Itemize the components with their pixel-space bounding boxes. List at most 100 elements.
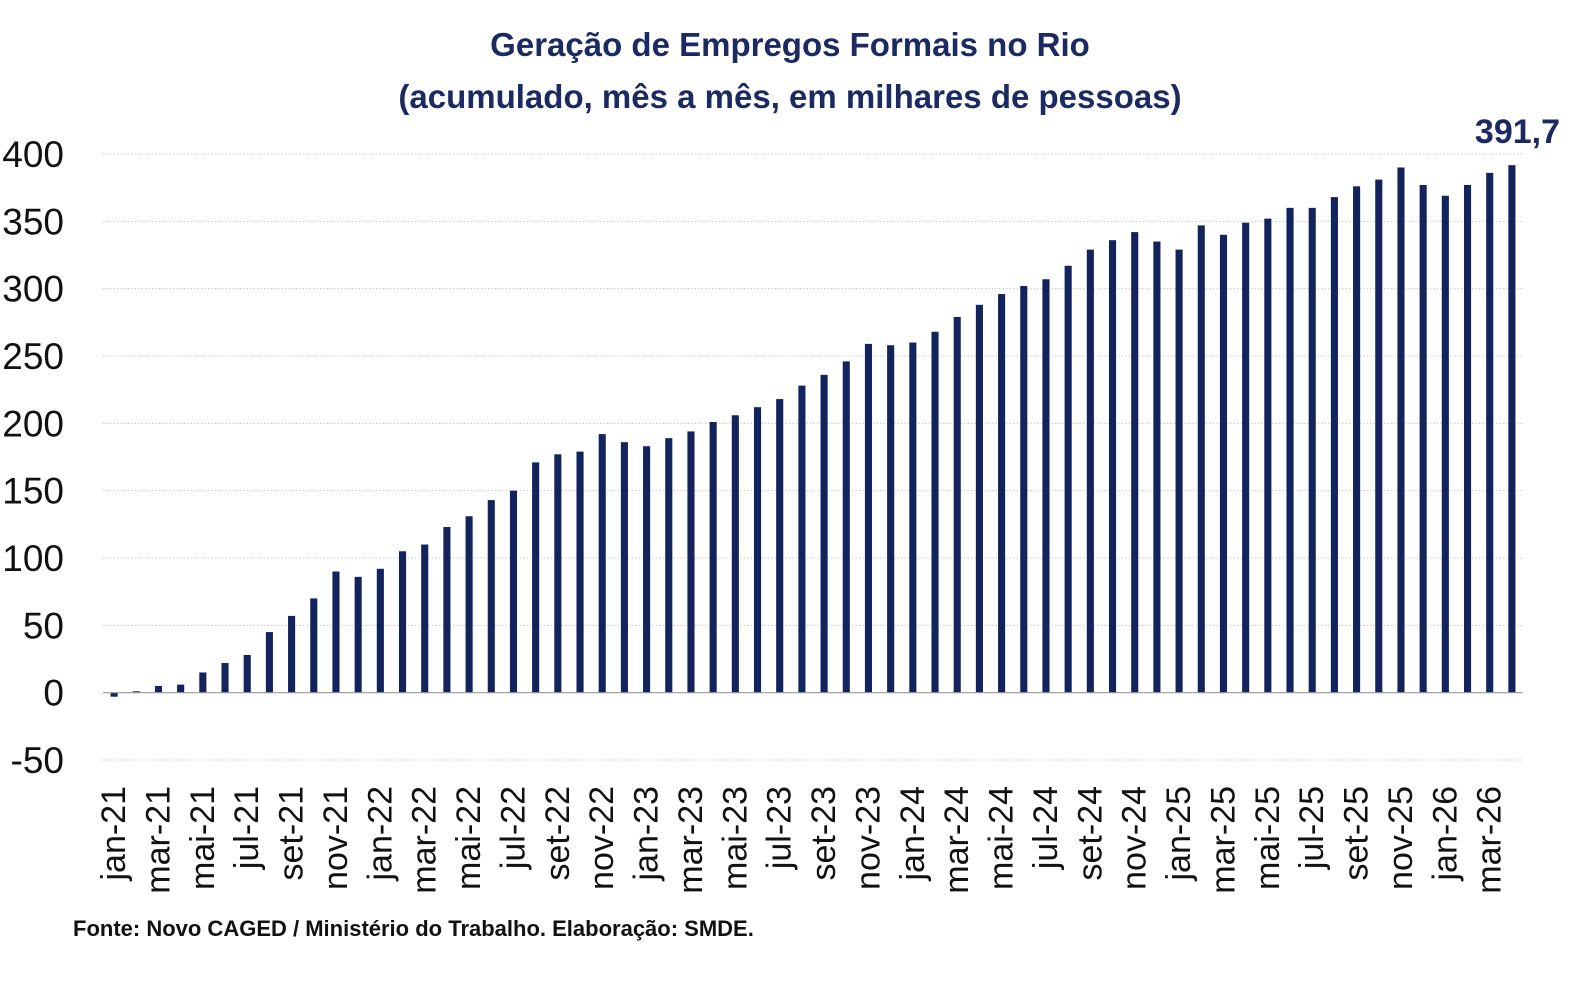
x-tick-label: mai-22 [450, 786, 488, 890]
chart-title: Geração de Empregos Formais no Rio [490, 26, 1090, 63]
bar [1397, 167, 1405, 693]
bar [376, 568, 384, 693]
bar [1020, 285, 1028, 693]
x-tick-label: nov-25 [1382, 786, 1420, 890]
x-tick-label: mar-21 [139, 786, 177, 894]
bar [1264, 218, 1272, 693]
bar [931, 331, 939, 693]
bar [554, 454, 562, 693]
bar [1375, 179, 1383, 693]
bar [887, 345, 895, 693]
x-tick-label: mar-23 [672, 786, 710, 894]
x-tick-label: mai-21 [184, 786, 222, 890]
bar [620, 442, 628, 693]
bar [1064, 265, 1072, 693]
bar [443, 527, 451, 693]
bar [709, 421, 717, 693]
bar [1131, 232, 1139, 693]
x-tick-label: nov-21 [317, 786, 355, 890]
y-tick-label: 150 [2, 471, 64, 512]
x-tick-label: mar-26 [1471, 786, 1509, 894]
x-tick-label: jan-22 [361, 786, 399, 882]
x-tick-label: jul-25 [1293, 786, 1331, 870]
chart-subtitle: (acumulado, mês a mês, em milhares de pe… [398, 78, 1182, 115]
bar [1197, 225, 1205, 693]
x-tick-label: jan-24 [894, 786, 932, 882]
x-tick-label: jan-21 [95, 786, 133, 882]
bar [354, 576, 362, 693]
bar [776, 399, 784, 693]
bar [1219, 234, 1228, 693]
bar [665, 438, 673, 693]
bar [487, 500, 495, 693]
y-tick-label: 300 [2, 269, 64, 310]
bar [998, 294, 1006, 693]
bar [1330, 197, 1338, 693]
x-tick-label: jul-23 [761, 786, 799, 870]
bar [1086, 249, 1094, 693]
x-tick-label: nov-24 [1116, 786, 1154, 890]
bar [576, 451, 584, 693]
x-tick-label: jul-22 [494, 786, 532, 870]
x-tick-label: mai-23 [716, 786, 754, 890]
y-tick-label: 50 [23, 605, 64, 646]
bar [132, 691, 140, 693]
y-tick-label: 200 [2, 403, 64, 444]
x-tick-label: mai-24 [983, 786, 1021, 890]
bar [532, 462, 540, 693]
bar [1441, 195, 1449, 693]
bar [820, 374, 828, 693]
bar [598, 434, 606, 693]
gridlines [103, 153, 1523, 761]
bar [243, 654, 251, 693]
bar [687, 431, 695, 693]
bar [465, 516, 473, 693]
y-tick-label: 400 [2, 134, 64, 175]
bar [753, 407, 762, 693]
y-tick-label: -50 [11, 740, 64, 781]
bar [643, 446, 651, 693]
x-tick-label: nov-22 [583, 786, 621, 890]
bar [199, 672, 207, 693]
x-tick-label: nov-23 [849, 786, 887, 890]
x-tick-label: mar-25 [1204, 786, 1242, 894]
bar [421, 544, 429, 693]
bar [265, 632, 273, 693]
bar [398, 551, 407, 693]
x-tick-label: set-24 [1071, 786, 1109, 881]
bar [1042, 279, 1050, 693]
y-tick-label: 350 [2, 201, 64, 242]
x-tick-label: mar-24 [938, 786, 976, 894]
bar [1419, 184, 1427, 693]
bar [288, 615, 296, 693]
bar [731, 415, 739, 693]
bar [221, 663, 229, 693]
bar [798, 385, 806, 693]
x-tick-label: mai-25 [1249, 786, 1287, 890]
bar [1353, 186, 1361, 693]
source-note: Fonte: Novo CAGED / Ministério do Trabal… [73, 916, 754, 941]
y-tick-label: 0 [43, 673, 64, 714]
bar [1175, 249, 1183, 693]
x-tick-label: set-23 [805, 786, 843, 881]
y-axis-ticks: 400 350 300 250 200 150 100 50 0 -50 [2, 134, 64, 781]
bar [1242, 222, 1250, 693]
bar [1153, 241, 1161, 693]
bar [177, 684, 185, 693]
bar [310, 598, 318, 693]
bar [1308, 207, 1316, 693]
x-tick-label: jan-25 [1160, 786, 1198, 882]
x-tick-label: jul-21 [228, 786, 266, 870]
x-tick-label: set-25 [1338, 786, 1376, 881]
y-tick-label: 250 [2, 336, 64, 377]
x-tick-label: set-22 [539, 786, 577, 881]
bar [1486, 172, 1494, 693]
x-axis-ticks: jan-21 mar-21 mai-21 jul-21 set-21 nov-21 jan-… [95, 786, 1509, 894]
x-tick-label: jul-24 [1027, 786, 1065, 870]
bar [154, 685, 163, 693]
bar [975, 304, 983, 693]
bar [1463, 184, 1472, 693]
x-tick-label: jan-26 [1426, 786, 1464, 882]
bars [110, 165, 1516, 697]
